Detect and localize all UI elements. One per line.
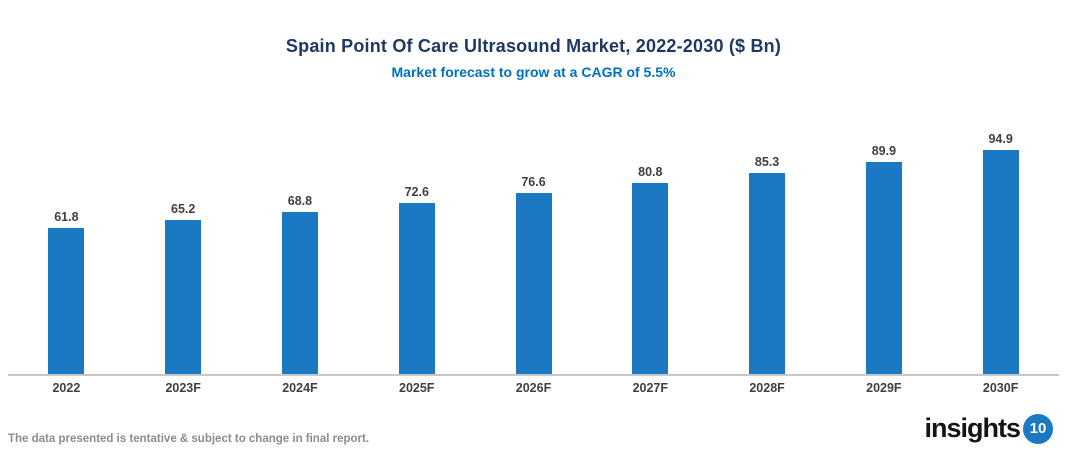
bar-value-label: 80.8 <box>638 165 663 179</box>
x-axis-label: 2030F <box>982 381 1019 395</box>
x-axis-label: 2022 <box>52 381 81 395</box>
x-axis-label: 2025F <box>399 381 435 395</box>
bar-value-label: 85.3 <box>754 155 780 169</box>
bar-group: 61.8 <box>8 100 125 374</box>
bar <box>515 193 552 374</box>
logo-text: insights <box>924 413 1021 443</box>
x-axis-label: 2028F <box>749 381 785 395</box>
x-axis-label: 2029F <box>866 381 902 395</box>
bar-value-label: 61.8 <box>54 210 79 224</box>
insights10-logo: insights 10 <box>924 413 1053 444</box>
bar-value-label: 76.6 <box>521 175 546 189</box>
x-axis-label: 2027F <box>632 381 669 395</box>
x-axis-label: 2026F <box>515 381 552 395</box>
bar-group: 68.8 <box>242 100 359 374</box>
bar <box>48 228 85 374</box>
bar-value-label: 72.6 <box>404 185 429 199</box>
bar <box>632 183 669 374</box>
chart-header: Spain Point Of Care Ultrasound Market, 2… <box>0 36 1067 80</box>
chart-subtitle: Market forecast to grow at a CAGR of 5.5… <box>391 64 676 80</box>
chart-title: Spain Point Of Care Ultrasound Market, 2… <box>285 36 782 56</box>
bar <box>865 162 902 374</box>
bar-group: 85.3 <box>709 100 826 374</box>
x-axis-labels: 2022 2023F 2024F 2025F 2026F 2027F 2028F 2029F 2… <box>8 381 1059 395</box>
logo-number-badge: 10 <box>1023 413 1053 444</box>
bar-group: 72.6 <box>358 100 475 374</box>
bar <box>749 173 786 374</box>
disclaimer-text: The data presented is tentative & subjec… <box>8 433 370 445</box>
x-axis-label: 2024F <box>282 381 318 395</box>
bar-value-label: 94.9 <box>988 132 1013 146</box>
bar-group: 65.2 <box>125 100 242 374</box>
bar-chart: 61.8 65.2 68.8 72.6 76.6 80.8 85.3 89.9 94.9 202… <box>8 100 1059 395</box>
bar <box>281 212 318 374</box>
bar <box>982 150 1019 374</box>
bar <box>398 203 435 374</box>
bar-group: 80.8 <box>592 100 709 374</box>
bar-group: 89.9 <box>825 100 942 374</box>
bar-group: 76.6 <box>475 100 592 374</box>
bar-group: 94.9 <box>942 100 1059 374</box>
bar <box>165 220 202 374</box>
x-axis-label: 2023F <box>165 381 201 395</box>
bar-value-label: 65.2 <box>171 202 196 216</box>
plot-area: 61.8 65.2 68.8 72.6 76.6 80.8 85.3 89.9 94.9 <box>8 100 1059 376</box>
bar-value-label: 68.8 <box>287 194 313 208</box>
bar-value-label: 89.9 <box>871 144 897 158</box>
